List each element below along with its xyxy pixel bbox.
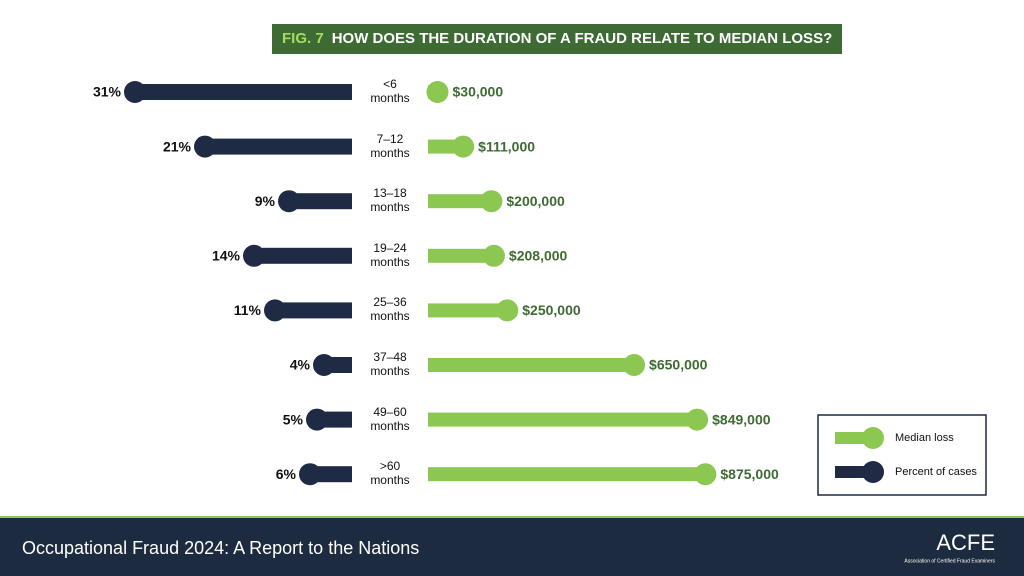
- bar-body: [275, 302, 352, 319]
- bar-body: [428, 303, 508, 318]
- value-label: 6%: [276, 466, 297, 482]
- bar-cap: [482, 244, 505, 267]
- logo-subtitle: Association of Certified Fraud Examiners: [904, 558, 995, 564]
- bar-cap: [278, 190, 300, 213]
- bar-cap: [694, 463, 717, 486]
- category-label: 49–60 months: [370, 404, 410, 433]
- legend-label: Median loss: [895, 432, 954, 444]
- category-label: <6 months: [370, 77, 410, 105]
- bar: [428, 408, 709, 431]
- bar: [428, 299, 519, 322]
- bar: [278, 190, 352, 213]
- value-label: $30,000: [453, 84, 504, 100]
- chart-title: FIG. 7 HOW DOES THE DURATION OF A FRAUD R…: [272, 24, 843, 54]
- category-label: 19–24 months: [370, 240, 410, 269]
- bar-body: [428, 358, 635, 372]
- category-label: 25–36 months: [370, 295, 410, 324]
- bar-cap: [194, 135, 216, 158]
- bar-cap: [623, 354, 646, 376]
- bar-body: [428, 194, 492, 209]
- bar-body: [254, 247, 352, 264]
- bar-body: [135, 84, 352, 100]
- bar-cap: [243, 244, 265, 267]
- value-label: 21%: [163, 138, 192, 154]
- bar: [428, 135, 475, 158]
- value-label: 5%: [283, 411, 304, 427]
- bar-cap: [313, 354, 335, 376]
- bar-cap: [426, 81, 449, 103]
- bar: [428, 190, 503, 213]
- bar: [428, 244, 505, 267]
- bar: [264, 299, 352, 322]
- legend-swatch-cap: [862, 427, 884, 449]
- bar: [428, 463, 717, 486]
- bar: [313, 354, 352, 376]
- bar-body: [310, 466, 352, 483]
- bar: [299, 463, 352, 486]
- value-label: 4%: [290, 357, 311, 373]
- legend-label: Percent of cases: [895, 466, 977, 478]
- footer-rule: [0, 516, 1024, 518]
- bar-body: [428, 412, 698, 427]
- bar-cap: [496, 299, 519, 322]
- bar-cap: [124, 81, 146, 103]
- value-label: $208,000: [509, 248, 568, 264]
- value-label: $111,000: [478, 138, 535, 154]
- bar-cap: [686, 408, 709, 431]
- value-label: $875,000: [720, 466, 779, 482]
- legend-box: [817, 414, 987, 496]
- bar-cap: [306, 408, 328, 431]
- bar: [243, 244, 352, 267]
- bar: [426, 81, 449, 103]
- logo: ACFE: [936, 530, 995, 555]
- value-label: 14%: [212, 248, 241, 264]
- bar: [306, 408, 352, 431]
- bar: [124, 81, 352, 103]
- value-label: $650,000: [649, 357, 708, 373]
- bar-cap: [299, 463, 321, 486]
- value-label: 31%: [93, 84, 122, 100]
- category-label: >60 months: [370, 459, 410, 488]
- legend-swatch-cap: [862, 461, 884, 483]
- footer-band: [0, 516, 1024, 576]
- bar: [194, 135, 352, 158]
- value-label: 11%: [234, 302, 262, 318]
- category-label: 13–18 months: [370, 186, 410, 215]
- bar-body: [428, 467, 706, 482]
- bar-body: [289, 193, 352, 210]
- bar-cap: [480, 190, 503, 213]
- figure-label: FIG. 7: [282, 30, 324, 47]
- value-label: $250,000: [522, 302, 581, 318]
- title-text: HOW DOES THE DURATION OF A FRAUD RELATE …: [331, 30, 833, 47]
- bar-cap: [452, 135, 475, 158]
- footer-title: Occupational Fraud 2024: A Report to the…: [22, 538, 419, 558]
- value-label: $849,000: [712, 411, 771, 427]
- value-label: $200,000: [506, 193, 565, 209]
- bar-body: [428, 248, 494, 263]
- category-label: 7–12 months: [370, 131, 410, 160]
- value-label: 9%: [255, 193, 276, 209]
- bar-body: [205, 138, 352, 155]
- bar-cap: [264, 299, 286, 322]
- category-label: 37–48 months: [370, 350, 410, 378]
- bar: [428, 354, 646, 376]
